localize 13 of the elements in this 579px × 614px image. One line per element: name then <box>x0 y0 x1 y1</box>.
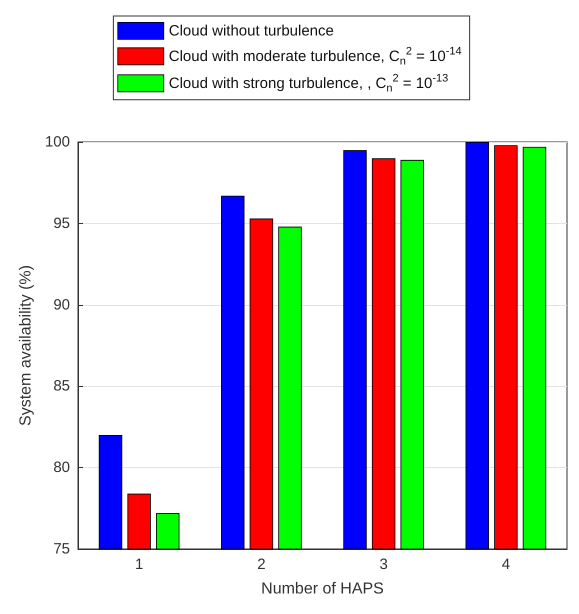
x-axis-title: Number of HAPS <box>261 580 384 598</box>
y-tick-label: 80 <box>53 459 70 476</box>
y-tick-label: 75 <box>53 540 70 558</box>
x-tick-label: 2 <box>257 556 266 573</box>
y-tick-label: 100 <box>44 134 70 150</box>
y-tick-label: 90 <box>53 296 70 314</box>
x-tick-label: 3 <box>379 556 388 573</box>
legend-label: Cloud without turbulence <box>168 22 334 40</box>
y-tick-label: 95 <box>53 214 70 232</box>
y-axis-title: System availability (%) <box>18 265 34 426</box>
x-tick-label: 4 <box>502 556 510 573</box>
y-tick-label: 85 <box>53 378 70 395</box>
x-tick-label: 1 <box>134 556 144 573</box>
